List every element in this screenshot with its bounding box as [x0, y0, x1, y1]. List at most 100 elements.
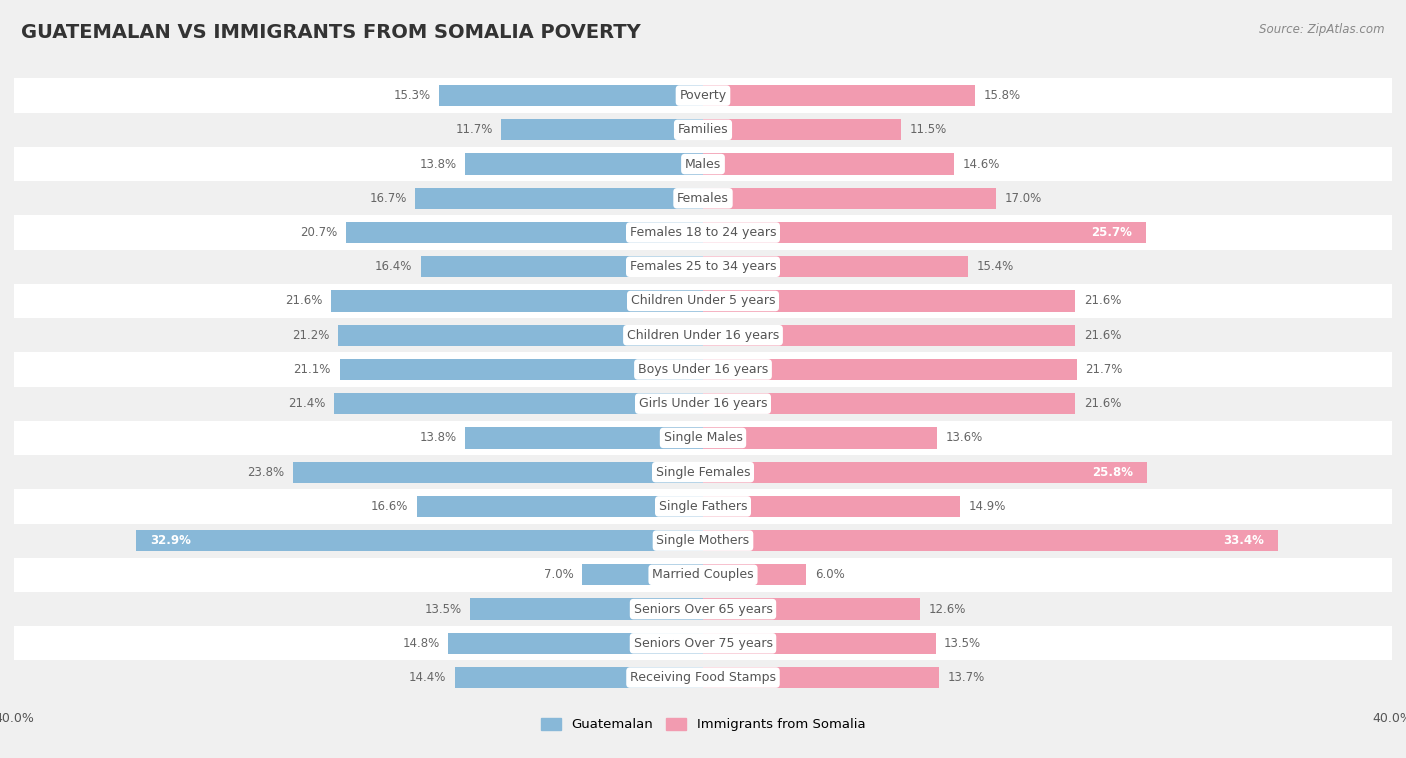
Bar — [703, 153, 955, 174]
Bar — [471, 599, 703, 620]
Text: Females 25 to 34 years: Females 25 to 34 years — [630, 260, 776, 274]
Bar — [703, 359, 1077, 380]
Bar — [420, 256, 703, 277]
Bar — [14, 249, 1392, 284]
Text: Families: Families — [678, 124, 728, 136]
Text: 16.6%: 16.6% — [371, 500, 409, 513]
Bar — [418, 496, 703, 517]
Bar — [14, 524, 1392, 558]
Text: 15.8%: 15.8% — [984, 89, 1021, 102]
Bar — [335, 393, 703, 415]
Text: Children Under 16 years: Children Under 16 years — [627, 329, 779, 342]
Text: Children Under 5 years: Children Under 5 years — [631, 295, 775, 308]
Text: Seniors Over 75 years: Seniors Over 75 years — [634, 637, 772, 650]
Bar — [14, 318, 1392, 352]
Bar — [136, 530, 703, 551]
Text: Females 18 to 24 years: Females 18 to 24 years — [630, 226, 776, 239]
Bar — [703, 530, 1278, 551]
Text: 21.1%: 21.1% — [294, 363, 330, 376]
Text: 13.5%: 13.5% — [945, 637, 981, 650]
Text: Males: Males — [685, 158, 721, 171]
Text: 11.7%: 11.7% — [456, 124, 494, 136]
Bar — [703, 667, 939, 688]
Text: 13.8%: 13.8% — [419, 431, 457, 444]
Text: 21.4%: 21.4% — [288, 397, 326, 410]
Legend: Guatemalan, Immigrants from Somalia: Guatemalan, Immigrants from Somalia — [536, 713, 870, 737]
Bar — [346, 222, 703, 243]
Bar — [465, 428, 703, 449]
Bar — [703, 633, 935, 654]
Bar — [703, 119, 901, 140]
Text: 14.8%: 14.8% — [402, 637, 440, 650]
Text: 13.5%: 13.5% — [425, 603, 461, 615]
Text: 33.4%: 33.4% — [1223, 534, 1264, 547]
Text: 23.8%: 23.8% — [247, 465, 284, 478]
Bar — [703, 256, 969, 277]
Bar — [703, 324, 1076, 346]
Text: 15.3%: 15.3% — [394, 89, 430, 102]
Text: 16.7%: 16.7% — [370, 192, 406, 205]
Bar — [14, 421, 1392, 455]
Text: Single Males: Single Males — [664, 431, 742, 444]
Text: 14.4%: 14.4% — [409, 671, 446, 684]
Bar — [703, 290, 1076, 312]
Text: Seniors Over 65 years: Seniors Over 65 years — [634, 603, 772, 615]
Bar — [415, 188, 703, 209]
Text: Poverty: Poverty — [679, 89, 727, 102]
Bar — [703, 428, 938, 449]
Text: Single Fathers: Single Fathers — [659, 500, 747, 513]
Text: 21.6%: 21.6% — [1084, 397, 1121, 410]
Bar — [703, 188, 995, 209]
Text: 15.4%: 15.4% — [977, 260, 1014, 274]
Text: 13.8%: 13.8% — [419, 158, 457, 171]
Text: 21.6%: 21.6% — [1084, 295, 1121, 308]
Bar — [703, 599, 920, 620]
Bar — [14, 660, 1392, 694]
Bar — [14, 352, 1392, 387]
Bar — [14, 387, 1392, 421]
Bar — [465, 153, 703, 174]
Bar — [337, 324, 703, 346]
Text: Source: ZipAtlas.com: Source: ZipAtlas.com — [1260, 23, 1385, 36]
Bar — [14, 284, 1392, 318]
Text: Receiving Food Stamps: Receiving Food Stamps — [630, 671, 776, 684]
Text: 14.6%: 14.6% — [963, 158, 1001, 171]
Text: Females: Females — [678, 192, 728, 205]
Text: GUATEMALAN VS IMMIGRANTS FROM SOMALIA POVERTY: GUATEMALAN VS IMMIGRANTS FROM SOMALIA PO… — [21, 23, 641, 42]
Text: 13.7%: 13.7% — [948, 671, 984, 684]
Bar — [703, 564, 807, 585]
Bar — [440, 85, 703, 106]
Text: 16.4%: 16.4% — [374, 260, 412, 274]
Text: 14.9%: 14.9% — [969, 500, 1005, 513]
Text: 21.6%: 21.6% — [1084, 329, 1121, 342]
Text: Single Females: Single Females — [655, 465, 751, 478]
Text: 32.9%: 32.9% — [150, 534, 191, 547]
Text: Single Mothers: Single Mothers — [657, 534, 749, 547]
Bar — [449, 633, 703, 654]
Bar — [703, 496, 960, 517]
Bar — [14, 455, 1392, 489]
Bar — [340, 359, 703, 380]
Text: 21.6%: 21.6% — [285, 295, 322, 308]
Bar — [14, 113, 1392, 147]
Text: 21.2%: 21.2% — [292, 329, 329, 342]
Bar — [14, 215, 1392, 249]
Text: 11.5%: 11.5% — [910, 124, 946, 136]
Text: 12.6%: 12.6% — [928, 603, 966, 615]
Bar — [14, 626, 1392, 660]
Text: 25.8%: 25.8% — [1092, 465, 1133, 478]
Bar — [703, 85, 976, 106]
Bar — [456, 667, 703, 688]
Bar — [292, 462, 703, 483]
Text: Girls Under 16 years: Girls Under 16 years — [638, 397, 768, 410]
Bar — [14, 592, 1392, 626]
Bar — [14, 558, 1392, 592]
Bar — [330, 290, 703, 312]
Text: Married Couples: Married Couples — [652, 568, 754, 581]
Bar — [14, 79, 1392, 113]
Text: 17.0%: 17.0% — [1004, 192, 1042, 205]
Bar — [14, 489, 1392, 524]
Bar — [502, 119, 703, 140]
Bar — [703, 393, 1076, 415]
Text: 6.0%: 6.0% — [815, 568, 845, 581]
